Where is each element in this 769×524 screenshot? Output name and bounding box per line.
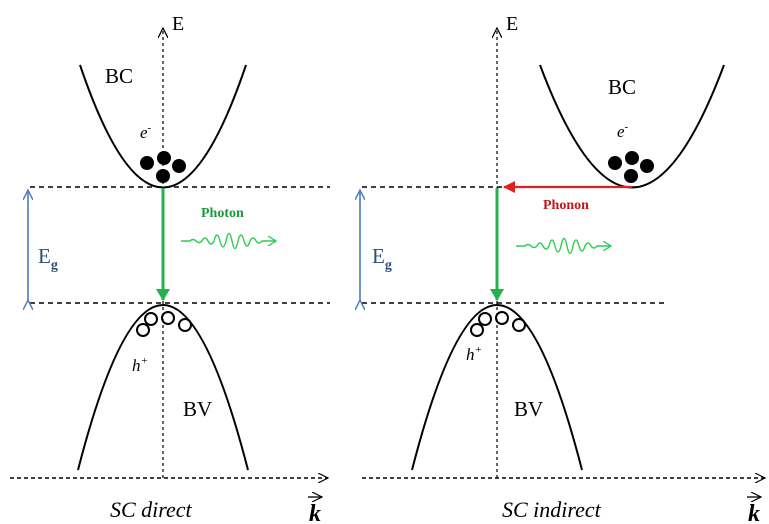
hole	[136, 323, 150, 337]
electrons	[608, 151, 654, 183]
valence-band-label: BV	[514, 397, 543, 421]
electron-label: e-	[140, 122, 152, 142]
panel-caption: SC direct	[110, 497, 193, 522]
gap-label: Eg	[372, 244, 392, 273]
energy-axis-label: E	[506, 13, 518, 35]
electron	[156, 169, 170, 183]
panel-caption: SC indirect	[502, 497, 602, 522]
hole	[161, 311, 175, 325]
photon-label: Photon	[201, 206, 244, 221]
electron	[172, 159, 186, 173]
photon-wave	[516, 237, 611, 255]
hole	[144, 312, 158, 326]
hole	[512, 318, 526, 332]
energy-axis-label: E	[172, 13, 184, 35]
valence-band-curve	[77, 304, 249, 471]
electron-label: e-	[617, 121, 629, 141]
electron	[624, 169, 638, 183]
momentum-axis-label: k	[748, 501, 760, 524]
electron	[140, 156, 154, 170]
panel-direct: E BC BV e- h+ Eg	[10, 13, 330, 524]
valence-band-label: BV	[183, 397, 212, 421]
hole	[178, 318, 192, 332]
hole	[478, 312, 492, 326]
hole-label: h+	[132, 355, 148, 375]
photon-wave	[181, 232, 276, 250]
electron	[640, 159, 654, 173]
hole	[470, 323, 484, 337]
electrons	[140, 151, 186, 183]
hole-label: h+	[466, 344, 482, 364]
hole	[495, 311, 509, 325]
gap-label: Eg	[38, 244, 58, 273]
panel-indirect: E BC BV e- h+ Eg Phonon S	[360, 13, 765, 524]
electron	[608, 156, 622, 170]
holes	[136, 311, 192, 337]
conduction-band-label: BC	[608, 75, 636, 99]
valence-band-curve	[411, 304, 583, 471]
conduction-band-label: BC	[105, 64, 133, 88]
conduction-band-curve	[79, 64, 247, 189]
electron	[625, 151, 639, 165]
electron	[157, 151, 171, 165]
phonon-label: Phonon	[543, 198, 589, 213]
momentum-axis-label: k	[309, 501, 321, 524]
holes	[470, 311, 526, 337]
